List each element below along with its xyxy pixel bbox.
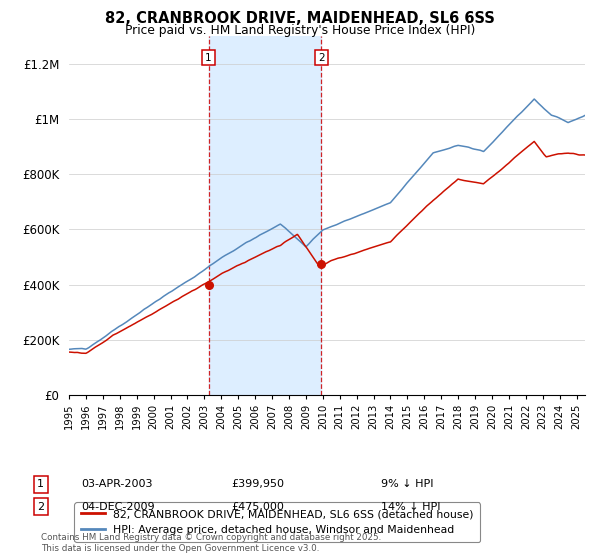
Text: 9% ↓ HPI: 9% ↓ HPI — [381, 479, 433, 489]
Text: 03-APR-2003: 03-APR-2003 — [81, 479, 152, 489]
Text: £399,950: £399,950 — [231, 479, 284, 489]
Text: 14% ↓ HPI: 14% ↓ HPI — [381, 502, 440, 512]
Text: 2: 2 — [37, 502, 44, 512]
Text: 1: 1 — [205, 53, 212, 63]
Text: Contains HM Land Registry data © Crown copyright and database right 2025.
This d: Contains HM Land Registry data © Crown c… — [41, 533, 381, 553]
Text: 1: 1 — [37, 479, 44, 489]
Text: 2: 2 — [318, 53, 325, 63]
Text: £475,000: £475,000 — [231, 502, 284, 512]
Legend: 82, CRANBROOK DRIVE, MAIDENHEAD, SL6 6SS (detached house), HPI: Average price, d: 82, CRANBROOK DRIVE, MAIDENHEAD, SL6 6SS… — [74, 502, 481, 542]
Text: 04-DEC-2009: 04-DEC-2009 — [81, 502, 155, 512]
Bar — [209, 36, 322, 395]
Text: 82, CRANBROOK DRIVE, MAIDENHEAD, SL6 6SS: 82, CRANBROOK DRIVE, MAIDENHEAD, SL6 6SS — [105, 11, 495, 26]
Text: Price paid vs. HM Land Registry's House Price Index (HPI): Price paid vs. HM Land Registry's House … — [125, 24, 475, 37]
